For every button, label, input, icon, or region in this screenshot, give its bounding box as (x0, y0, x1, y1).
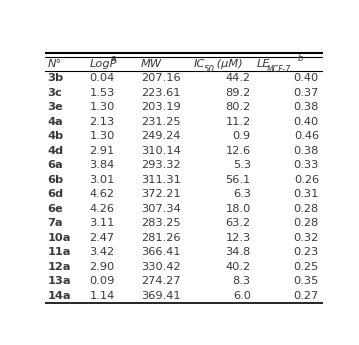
Text: N°: N° (48, 59, 62, 69)
Text: 0.28: 0.28 (294, 204, 319, 214)
Text: 0.23: 0.23 (294, 247, 319, 257)
Text: MCF-7: MCF-7 (267, 65, 291, 74)
Text: 1.53: 1.53 (89, 88, 115, 98)
Text: 274.27: 274.27 (141, 276, 180, 286)
Text: 2.91: 2.91 (89, 146, 115, 156)
Text: 3.01: 3.01 (89, 175, 115, 185)
Text: 0.28: 0.28 (294, 218, 319, 228)
Text: 4.26: 4.26 (89, 204, 115, 214)
Text: (μM): (μM) (213, 59, 242, 69)
Text: 6d: 6d (48, 189, 64, 199)
Text: 80.2: 80.2 (225, 102, 251, 112)
Text: 0.27: 0.27 (294, 291, 319, 301)
Text: 0.40: 0.40 (294, 117, 319, 127)
Text: 40.2: 40.2 (226, 262, 251, 272)
Text: 3.11: 3.11 (89, 218, 115, 228)
Text: 6.3: 6.3 (233, 189, 251, 199)
Text: 89.2: 89.2 (225, 88, 251, 98)
Text: 0.38: 0.38 (294, 102, 319, 112)
Text: 1.30: 1.30 (89, 131, 115, 141)
Text: 4.62: 4.62 (89, 189, 115, 199)
Text: 372.21: 372.21 (141, 189, 181, 199)
Text: 283.25: 283.25 (141, 218, 181, 228)
Text: 3e: 3e (48, 102, 64, 112)
Text: 18.0: 18.0 (225, 204, 251, 214)
Text: 3.84: 3.84 (89, 160, 115, 170)
Text: 6.0: 6.0 (233, 291, 251, 301)
Text: 330.42: 330.42 (141, 262, 181, 272)
Text: 14a: 14a (48, 291, 71, 301)
Text: 44.2: 44.2 (226, 73, 251, 83)
Text: 307.34: 307.34 (141, 204, 181, 214)
Text: 369.41: 369.41 (141, 291, 181, 301)
Text: 0.37: 0.37 (294, 88, 319, 98)
Text: 2.90: 2.90 (89, 262, 115, 272)
Text: 0.31: 0.31 (294, 189, 319, 199)
Text: 63.2: 63.2 (226, 218, 251, 228)
Text: 1.14: 1.14 (89, 291, 115, 301)
Text: 207.16: 207.16 (141, 73, 181, 83)
Text: 0.25: 0.25 (294, 262, 319, 272)
Text: 8.3: 8.3 (233, 276, 251, 286)
Text: 2.13: 2.13 (89, 117, 115, 127)
Text: IC: IC (194, 59, 205, 69)
Text: 2.47: 2.47 (89, 233, 115, 243)
Text: 3b: 3b (48, 73, 64, 83)
Text: 223.61: 223.61 (141, 88, 180, 98)
Text: 4d: 4d (48, 146, 64, 156)
Text: 12a: 12a (48, 262, 71, 272)
Text: 0.35: 0.35 (294, 276, 319, 286)
Text: 3c: 3c (48, 88, 62, 98)
Text: 4a: 4a (48, 117, 64, 127)
Text: LE: LE (256, 59, 270, 69)
Text: 3.42: 3.42 (89, 247, 115, 257)
Text: 0.32: 0.32 (294, 233, 319, 243)
Text: 366.41: 366.41 (141, 247, 180, 257)
Text: 0.46: 0.46 (294, 131, 319, 141)
Text: 0.38: 0.38 (294, 146, 319, 156)
Text: 12.6: 12.6 (226, 146, 251, 156)
Text: 0.33: 0.33 (294, 160, 319, 170)
Text: 50: 50 (204, 65, 215, 74)
Text: 6b: 6b (48, 175, 64, 185)
Text: 7a: 7a (48, 218, 63, 228)
Text: 0.04: 0.04 (89, 73, 115, 83)
Text: 203.19: 203.19 (141, 102, 181, 112)
Text: a: a (111, 53, 116, 63)
Text: 281.26: 281.26 (141, 233, 180, 243)
Text: 6a: 6a (48, 160, 64, 170)
Text: 4b: 4b (48, 131, 64, 141)
Text: 0.40: 0.40 (294, 73, 319, 83)
Text: 0.26: 0.26 (294, 175, 319, 185)
Text: 0.09: 0.09 (89, 276, 115, 286)
Text: b: b (298, 53, 303, 63)
Text: LogP: LogP (89, 59, 117, 69)
Text: 56.1: 56.1 (225, 175, 251, 185)
Text: 6e: 6e (48, 204, 64, 214)
Text: 13a: 13a (48, 276, 71, 286)
Text: 0.9: 0.9 (233, 131, 251, 141)
Text: 1.30: 1.30 (89, 102, 115, 112)
Text: 34.8: 34.8 (225, 247, 251, 257)
Text: 310.14: 310.14 (141, 146, 181, 156)
Text: 10a: 10a (48, 233, 71, 243)
Text: 231.25: 231.25 (141, 117, 181, 127)
Text: 249.24: 249.24 (141, 131, 180, 141)
Text: 293.32: 293.32 (141, 160, 181, 170)
Text: 12.3: 12.3 (225, 233, 251, 243)
Text: 11.2: 11.2 (225, 117, 251, 127)
Text: 5.3: 5.3 (233, 160, 251, 170)
Text: 311.31: 311.31 (141, 175, 181, 185)
Text: MW: MW (141, 59, 162, 69)
Text: 11a: 11a (48, 247, 71, 257)
